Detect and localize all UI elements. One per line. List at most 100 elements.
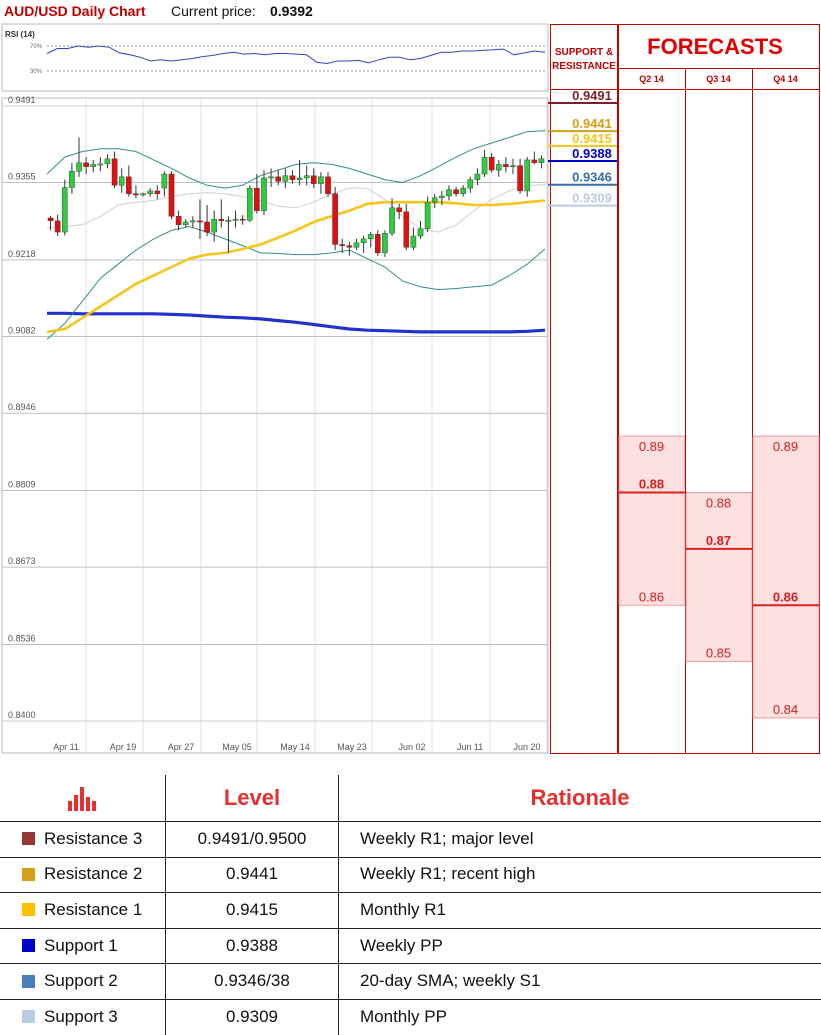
candle-body (61, 187, 68, 233)
level-name-cell: Resistance 1 (0, 892, 165, 928)
candle-body (161, 173, 168, 189)
candle-body (140, 193, 146, 196)
candle-body (47, 217, 54, 222)
candle-body (417, 228, 424, 237)
sr-level-label: 0.9309 (572, 191, 612, 206)
current-price-label: Current price: (171, 3, 256, 19)
table-row: Support 2 0.9346/38 20-day SMA; weekly S1 (0, 963, 821, 999)
level-rationale: 20-day SMA; weekly S1 (360, 971, 541, 991)
candle-body (467, 179, 474, 189)
candle-body (460, 187, 466, 194)
x-tick-label: Jun 02 (398, 742, 425, 752)
candle-body (310, 175, 317, 184)
candle-body (396, 207, 402, 212)
candle-body (367, 234, 374, 240)
x-tick-label: Jun 20 (513, 742, 540, 752)
level-rationale: Monthly R1 (360, 899, 446, 919)
candle-body (104, 158, 111, 165)
candle-body (268, 176, 274, 179)
forecast-quarter-label: Q4 14 (773, 74, 798, 84)
candle-body (83, 162, 89, 167)
x-tick-label: May 23 (337, 742, 367, 752)
forecast-range-bar (752, 435, 820, 719)
candle-body (225, 220, 232, 222)
sr-level-label: 0.9415 (572, 131, 612, 146)
level-rationale: Weekly R1; major level (360, 828, 534, 848)
y-tick-label: 0.9218 (8, 249, 36, 259)
candle-body (439, 195, 445, 198)
candle-body (232, 218, 239, 221)
levels-table: Level Rationale Resistance 3 0.9491/0.950… (0, 775, 821, 1035)
level-color-swatch (22, 903, 35, 917)
sr-heading-line2: RESISTANCE (552, 61, 616, 72)
forecast-section (618, 24, 820, 754)
candle-body (175, 216, 182, 225)
sr-level-label: 0.9388 (572, 146, 612, 161)
candle-body (126, 176, 132, 194)
level-color-swatch (22, 867, 35, 881)
forecast-low-label: 0.85 (706, 646, 731, 661)
candle-body (431, 197, 438, 203)
y-tick-label: 0.8536 (8, 633, 36, 643)
candle-body (133, 193, 139, 196)
x-axis-ticks: Apr 11 Apr 19 Apr 27 May 05 May 14 May 23 Jun … (53, 742, 540, 752)
table-divider (338, 775, 339, 1035)
candle-body (218, 218, 225, 222)
candle-body (517, 165, 523, 192)
level-name-cell: Support 2 (0, 963, 165, 999)
y-tick-label: 0.8673 (8, 556, 36, 566)
table-row-divider (0, 927, 821, 929)
candle-body (503, 164, 509, 167)
candle-body (481, 156, 488, 175)
forecast-quarter-label: Q2 14 (639, 74, 664, 84)
candle-body (495, 164, 502, 171)
candle-body (69, 171, 75, 188)
level-value: 0.9309 (226, 1006, 278, 1026)
table-row: Resistance 2 0.9441 Weekly R1; recent high (0, 857, 821, 893)
forecast-median-label: 0.88 (639, 477, 664, 492)
forecast-quarter-label: Q3 14 (706, 74, 731, 84)
table-header-row: Level Rationale (0, 775, 821, 821)
y-tick-label: 0.9491 (8, 95, 36, 105)
rsi-upper-label: 70% (30, 44, 43, 50)
candle-body (538, 158, 545, 163)
candle-body (182, 221, 189, 225)
table-row-divider (0, 999, 821, 1000)
candle-body (97, 163, 104, 166)
candle-body (524, 159, 531, 192)
level-name: Resistance 2 (44, 864, 143, 884)
level-name: Resistance 3 (44, 828, 143, 848)
candle-body (147, 190, 153, 194)
current-price-value: 0.9392 (270, 3, 313, 19)
x-tick-label: Apr 27 (168, 742, 195, 752)
rsi-lower-label: 30% (30, 69, 43, 75)
candle-body (211, 218, 217, 233)
candle-body (246, 187, 253, 221)
table-row-divider (0, 963, 821, 965)
level-name-cell: Support 3 (0, 999, 165, 1035)
forecast-title: FORECASTS (647, 34, 783, 59)
candle-body (111, 158, 118, 186)
chart-area: AUD/USD Daily Chart Current price: 0.939… (1, 3, 820, 754)
candle-body (382, 233, 388, 254)
candle-body (389, 207, 395, 234)
level-name: Support 1 (44, 935, 118, 955)
candle-body (54, 220, 61, 233)
table-row-divider (0, 821, 821, 822)
candle-body (303, 175, 310, 179)
level-color-swatch (22, 974, 35, 988)
forecast-low-label: 0.84 (773, 702, 798, 717)
main-plot-frame (1, 97, 549, 754)
y-tick-label: 0.9355 (8, 172, 36, 182)
level-name: Support 3 (44, 1006, 118, 1026)
candle-body (446, 189, 452, 197)
y-tick-label: 0.8400 (8, 710, 36, 720)
forecast-high-label: 0.89 (773, 439, 798, 454)
forecast-median-label: 0.87 (706, 533, 731, 548)
level-rationale: Monthly PP (360, 1006, 447, 1026)
candle-body (510, 165, 516, 167)
sr-heading-line1: SUPPORT & (555, 47, 613, 58)
candle-body (190, 220, 196, 223)
series-line-ma-long (47, 311, 546, 334)
